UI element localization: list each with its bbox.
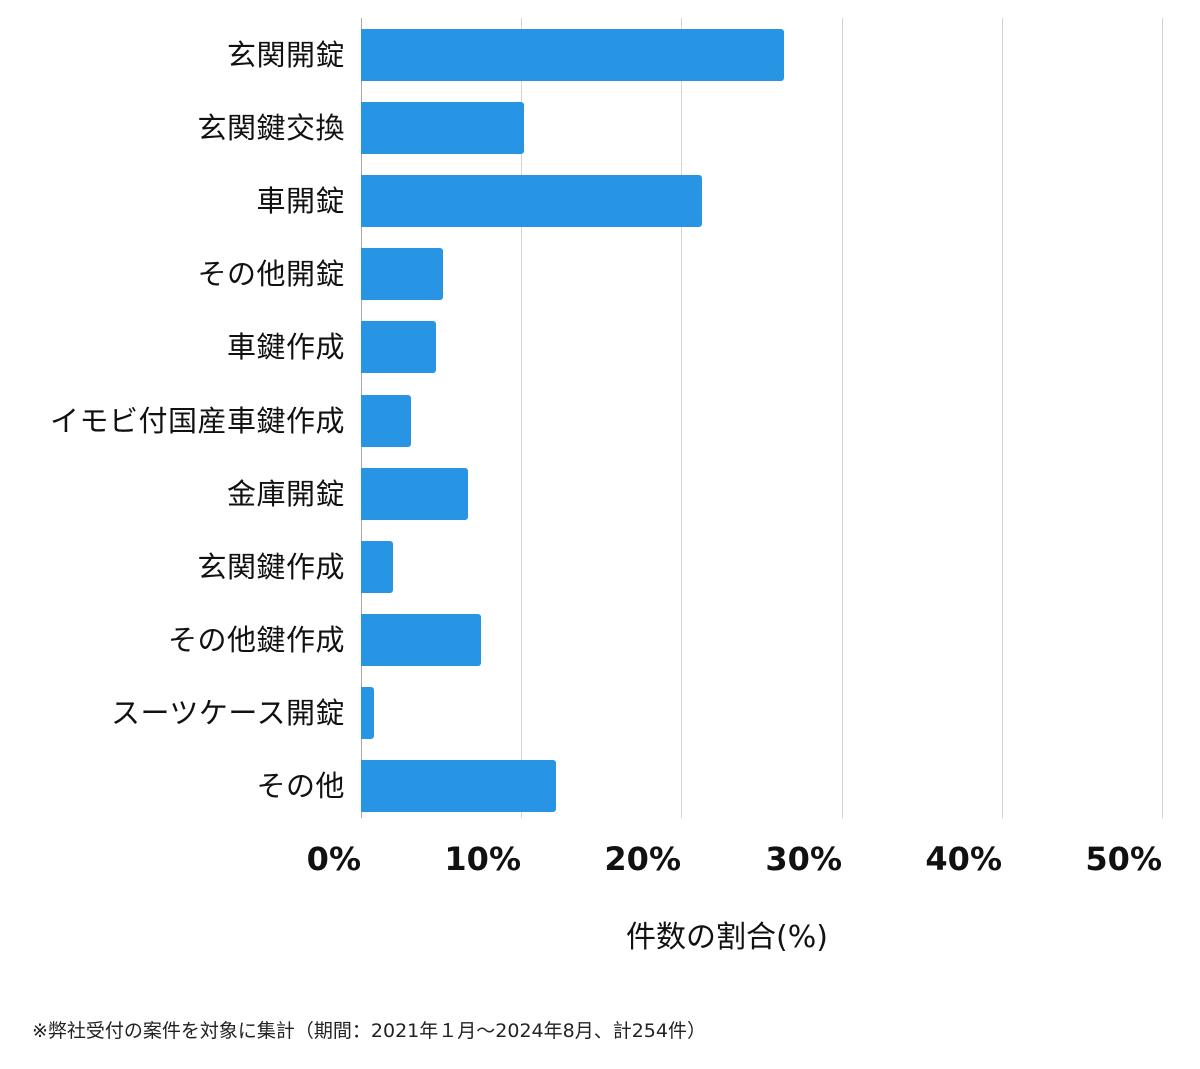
x-tick-label: 50% — [1085, 840, 1162, 878]
bar[interactable] — [361, 29, 784, 81]
category-label: その他開錠 — [197, 257, 345, 292]
category-label: その他鍵作成 — [167, 622, 345, 657]
x-tick-label: 10% — [444, 840, 521, 878]
bar[interactable] — [361, 467, 469, 520]
x-tick-label: 20% — [604, 840, 681, 878]
gridline — [842, 18, 843, 818]
category-label: 金庫開錠 — [226, 476, 345, 511]
x-tick-label: 30% — [765, 840, 842, 878]
plot-area — [361, 18, 1163, 818]
gridline — [1162, 18, 1163, 818]
bar[interactable] — [361, 321, 437, 374]
bar[interactable] — [361, 686, 374, 739]
footnote: ※弊社受付の案件を対象に集計（期間：2021年１月～2024年8月、計254件） — [32, 1020, 706, 1042]
bar-row — [361, 29, 1162, 81]
category-label: スーツケース開錠 — [111, 695, 345, 730]
bar[interactable] — [361, 613, 482, 666]
x-axis-title: 件数の割合(%) — [626, 920, 828, 955]
bar-row — [361, 394, 1162, 447]
category-label: その他 — [256, 769, 345, 803]
bar-row — [361, 321, 1162, 374]
bar[interactable] — [361, 102, 525, 155]
gridline — [681, 18, 682, 818]
gridline — [521, 18, 522, 818]
category-label: 玄関鍵交換 — [197, 111, 345, 146]
category-label: 玄関鍵作成 — [197, 549, 345, 584]
bar[interactable] — [361, 175, 703, 228]
bar-row — [361, 540, 1162, 593]
category-label: 玄関開錠 — [226, 38, 345, 72]
bar-row — [361, 175, 1162, 228]
bar-row — [361, 248, 1162, 301]
category-label: 車鍵作成 — [226, 330, 345, 365]
category-label: 車開錠 — [256, 184, 345, 219]
bar[interactable] — [361, 760, 557, 812]
category-label: イモビ付国産車鍵作成 — [49, 403, 345, 438]
bar-row — [361, 613, 1162, 666]
bar-row — [361, 760, 1162, 812]
x-tick-label: 0% — [306, 840, 361, 878]
bar[interactable] — [361, 394, 411, 447]
bar[interactable] — [361, 248, 443, 301]
bar-row — [361, 686, 1162, 739]
bar[interactable] — [361, 540, 394, 593]
bar-row — [361, 102, 1162, 155]
bar-row — [361, 467, 1162, 520]
gridline — [1002, 18, 1003, 818]
x-tick-label: 40% — [925, 840, 1002, 878]
